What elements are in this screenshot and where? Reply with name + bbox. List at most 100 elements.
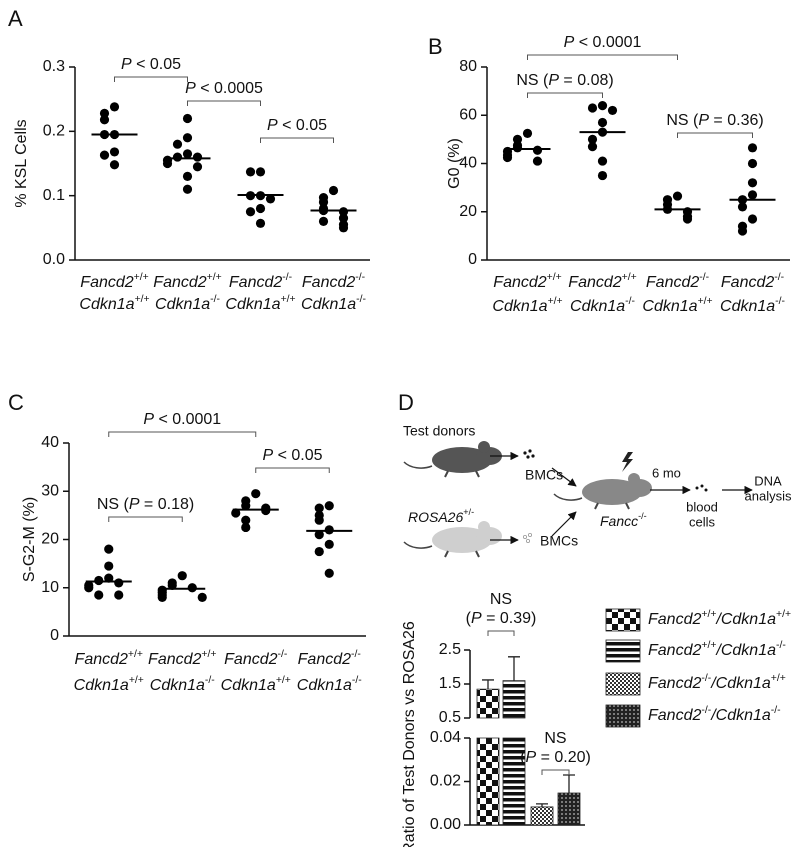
y-tick-label: 40 [41,434,59,451]
text-part: +/+ [135,294,150,305]
y-tick-label: 10 [41,579,59,596]
cells-icon [523,449,535,459]
bracket-label: NS (P = 0.18) [97,496,194,513]
dot [182,133,193,143]
dot [182,149,193,159]
legend-swatch [605,639,641,663]
text-part: +/+ [548,296,563,307]
text-part: NS [544,730,566,747]
dot [338,223,349,233]
dot [245,207,256,217]
text-part: ROSA26 [408,509,463,525]
y-tick-label: 0 [50,627,59,644]
text-part: Fancd2 [229,274,282,291]
text-part: P [185,80,196,97]
y-tick-label: 80 [459,58,477,75]
legend-swatch [605,608,641,632]
dot [162,158,173,169]
legend-label: Fancd2+/+/Cdkn1a+/+ [648,609,791,628]
text-part: Cdkn1a [492,298,547,315]
bar [476,688,500,826]
text-part: -/- [356,294,366,305]
text-part: -/- [776,640,786,651]
label-recipient: Fancc-/- [600,511,647,528]
y-tick-label: 0.04 [430,729,461,746]
text-part: < 0.05 [273,447,322,464]
text-part: NS ( [666,112,699,129]
x-tick-label: Fancd2-/- [302,272,365,291]
text-part: /Cdkn1a [710,675,771,692]
label-bmcs: BMCs [540,533,578,549]
x-tick-label: Cdkn1a-/- [570,296,635,315]
text-part: -/- [774,272,784,283]
text-part: P [267,117,278,134]
text-part: Fancd2 [224,651,277,668]
text-part: -/- [278,649,288,660]
dot [318,216,329,226]
error-bar [482,679,494,690]
mouse-test-donor [403,440,503,478]
dot [587,103,598,113]
text-part: Cdkn1a [221,677,276,694]
label-bmcs: BMCs [525,467,563,483]
text-part: -/- [282,272,292,283]
text-part: Fancd2 [298,651,351,668]
dot [314,530,324,540]
bracket [255,467,330,473]
text-part: Cdkn1a [79,296,134,313]
panel-letter: D [398,390,414,415]
x-tick-label: Cdkn1a-/- [150,675,215,694]
bracket-label: P < 0.0001 [564,34,642,51]
x-tick-label: Fancd2-/- [646,272,709,291]
y-tick-label: 20 [41,531,59,548]
text-part: P [129,496,140,513]
dot [104,573,114,583]
dot [109,160,120,170]
bracket-label: (P = 0.20) [520,749,591,766]
y-axis-label: % KSL Cells [13,119,30,207]
panel-letter: A [8,6,23,31]
text-part: /Cdkn1a [715,642,776,659]
text-part: +/+ [622,272,637,283]
bracket-label: P < 0.05 [262,447,322,464]
bracket [108,516,183,522]
bracket [108,431,257,437]
x-tick-label: Fancd2+/+ [568,272,636,291]
text-part: +/+ [276,675,291,686]
text-part: Fancd2 [148,651,201,668]
bracket-label: P < 0.05 [267,117,327,134]
text-part: +/+ [207,272,222,283]
dot [182,113,193,124]
y-tick-label: 0 [468,251,477,268]
dot [747,190,758,200]
legend-label: Fancd2+/+/Cdkn1a-/- [648,640,786,659]
dot [314,546,324,557]
dot [324,539,334,549]
dot [255,167,266,177]
text-part: Fancd2 [648,675,701,692]
dot [104,561,114,571]
dot [324,568,334,578]
legend-swatch [605,704,641,728]
label-time: 6 mo [652,465,681,480]
dot [109,102,120,112]
arrow [551,511,577,537]
dot [114,590,124,600]
text-part: +/+ [701,609,716,620]
dot [328,185,339,196]
dot [502,152,513,163]
bracket-label: (P = 0.39) [466,610,537,627]
label-analysis: DNA [754,473,782,488]
dot [672,191,683,201]
y-axis-label: S-G2-M (%) [21,497,38,582]
dot [255,218,266,228]
dot [597,117,608,128]
label-analysis: analysis [745,488,792,503]
text-part: Cdkn1a [225,296,280,313]
text-part: Cdkn1a [150,677,205,694]
text-part: +/+ [134,272,149,283]
x-tick-label: Fancd2-/- [298,649,361,668]
text-part: = 0.18) [139,496,194,513]
dot [182,171,193,181]
